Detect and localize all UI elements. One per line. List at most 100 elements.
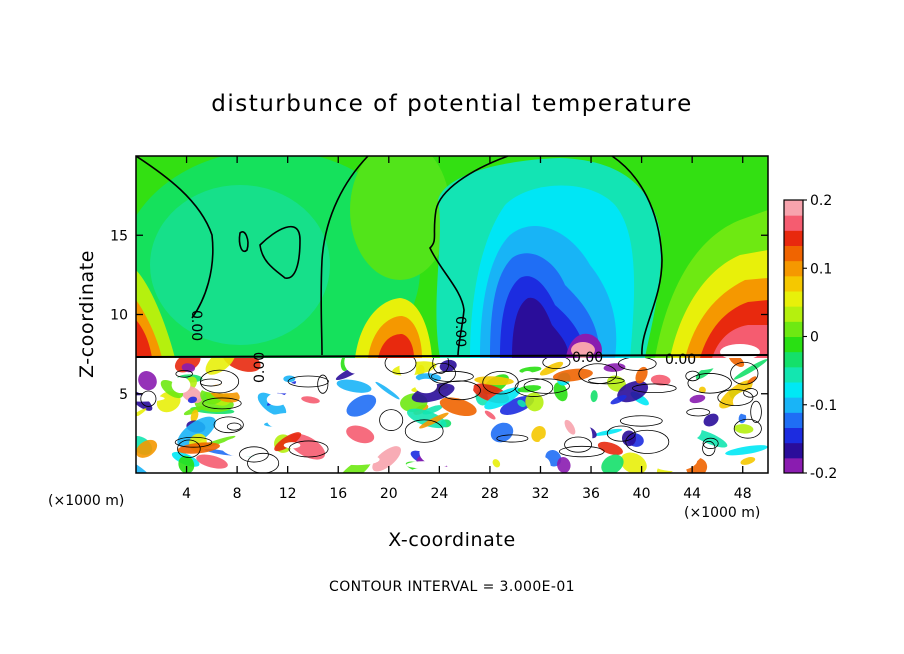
- turbulent-streak: [734, 424, 754, 434]
- turbulent-streak: [747, 376, 757, 384]
- colorbar-segment: [784, 260, 803, 277]
- colorbar-segment: [784, 245, 803, 262]
- contour-label-3: 0.00: [252, 352, 268, 383]
- colorbar-tick-label: 0: [810, 330, 819, 346]
- turbulent-gap: [457, 373, 474, 397]
- turbulent-streak: [525, 392, 544, 412]
- turbulent-streak: [517, 399, 526, 408]
- turbulent-streak: [517, 385, 542, 393]
- turbulent-streak: [375, 381, 400, 400]
- turbulent-streak: [650, 374, 671, 386]
- turbulent-streak: [196, 454, 228, 469]
- y-axis-ticks: 5 10 15: [110, 228, 768, 403]
- colorbar-segment: [784, 412, 803, 428]
- turbulent-contour: [379, 409, 404, 431]
- turbulent-gap: [574, 403, 629, 428]
- turbulent-contour: [384, 358, 417, 374]
- turbulent-streak: [136, 460, 152, 473]
- turbulent-streak: [372, 446, 401, 472]
- turbulent-streak: [552, 368, 593, 382]
- warm-anomaly-right-white: [720, 344, 760, 359]
- x-axis-label: X-coordinate: [388, 529, 515, 551]
- warm-anomaly-mid-red: [378, 334, 414, 358]
- turbulent-streak: [346, 394, 377, 417]
- contour-label-2: 0.00: [452, 316, 468, 347]
- turbulent-contour: [625, 429, 670, 454]
- turbulent-gap: [334, 453, 380, 466]
- x-tick-label: 24: [430, 486, 448, 502]
- turbulent-streak: [590, 390, 598, 403]
- turbulent-gap: [201, 385, 245, 394]
- turbulent-streak: [406, 408, 447, 429]
- x-tick-label: 44: [683, 486, 701, 502]
- turbulent-gap: [520, 370, 535, 382]
- turbulent-gap: [399, 358, 416, 380]
- turbulent-contour: [750, 400, 762, 423]
- turbulent-streak: [283, 375, 296, 383]
- turbulent-streak: [301, 396, 320, 404]
- colorbar-tick-label: 0.1: [810, 261, 832, 277]
- turbulent-streak: [205, 358, 236, 375]
- turbulent-contour: [564, 436, 593, 453]
- contour-interval-footer: CONTOUR INTERVAL = 3.000E-01: [329, 579, 575, 595]
- turbulent-contour: [514, 378, 554, 397]
- y-tick-label: 10: [110, 308, 128, 324]
- turbulent-streak: [733, 359, 768, 380]
- turbulent-contour: [432, 358, 450, 374]
- turbulent-gap: [221, 437, 267, 457]
- y-axis-label: Z-coordinate: [76, 250, 98, 378]
- colorbar-segment: [784, 366, 803, 383]
- turbulent-contour: [702, 440, 716, 457]
- turbulent-streak: [274, 432, 302, 452]
- turbulent-gap: [387, 416, 411, 426]
- turbulent-contour: [317, 374, 329, 394]
- turbulent-gap: [419, 440, 457, 465]
- colorbar-segment: [784, 275, 803, 292]
- turbulent-streak: [519, 366, 542, 373]
- turbulent-contour: [702, 437, 719, 449]
- turbulent-contour: [174, 436, 213, 448]
- colorbar-tick-label: -0.2: [810, 466, 837, 482]
- turbulent-gap: [415, 378, 438, 394]
- turbulent-gap: [344, 358, 368, 374]
- x-tick-label: 16: [329, 486, 347, 502]
- x-tick-label: 32: [532, 486, 550, 502]
- y-tick-label: 15: [110, 228, 128, 244]
- colorbar-segment: [784, 215, 803, 231]
- warm-patch-center: [571, 342, 595, 358]
- turbulent-streak: [422, 405, 443, 415]
- colorbar-segment: [784, 427, 803, 444]
- turbulent-contour: [177, 439, 201, 458]
- cold-anomaly-core: [512, 297, 569, 358]
- contour-label-5: 0.00: [665, 352, 696, 368]
- turbulent-gap: [463, 446, 487, 465]
- colorbar-ticks: 0.2 0.1 0 -0.1 -0.2: [803, 193, 837, 482]
- turbulent-streak: [190, 409, 199, 423]
- colorbar-tick-label: -0.1: [810, 398, 837, 414]
- contour-labels: 0.00 0.00 0.00 0.00 0.00: [188, 310, 696, 383]
- colorbar-segment: [784, 291, 803, 307]
- turbulent-streak: [160, 379, 184, 399]
- turbulent-streak: [740, 457, 756, 465]
- turbulent-contour: [606, 425, 636, 442]
- turbulent-streak: [490, 422, 514, 443]
- turbulent-streak: [564, 419, 576, 435]
- turbulent-contour: [685, 370, 701, 382]
- colorbar-segment: [784, 397, 803, 413]
- x-tick-label: 28: [481, 486, 499, 502]
- turbulent-contour: [686, 408, 711, 417]
- turbulent-gap: [406, 461, 448, 469]
- turbulent-gap: [649, 449, 698, 472]
- colorbar-segment: [784, 382, 803, 398]
- turbulent-gap: [136, 415, 163, 435]
- turbulent-streak: [620, 452, 647, 473]
- turbulent-contour: [542, 358, 571, 370]
- turbulent-streak: [419, 412, 449, 429]
- colorbar-segment: [784, 336, 803, 353]
- contour-label-4: 0.00: [572, 350, 603, 366]
- turbulent-contour: [496, 434, 529, 443]
- x-tick-label: 48: [734, 486, 752, 502]
- colorbar-segment: [784, 230, 803, 246]
- x-tick-label: 12: [279, 486, 297, 502]
